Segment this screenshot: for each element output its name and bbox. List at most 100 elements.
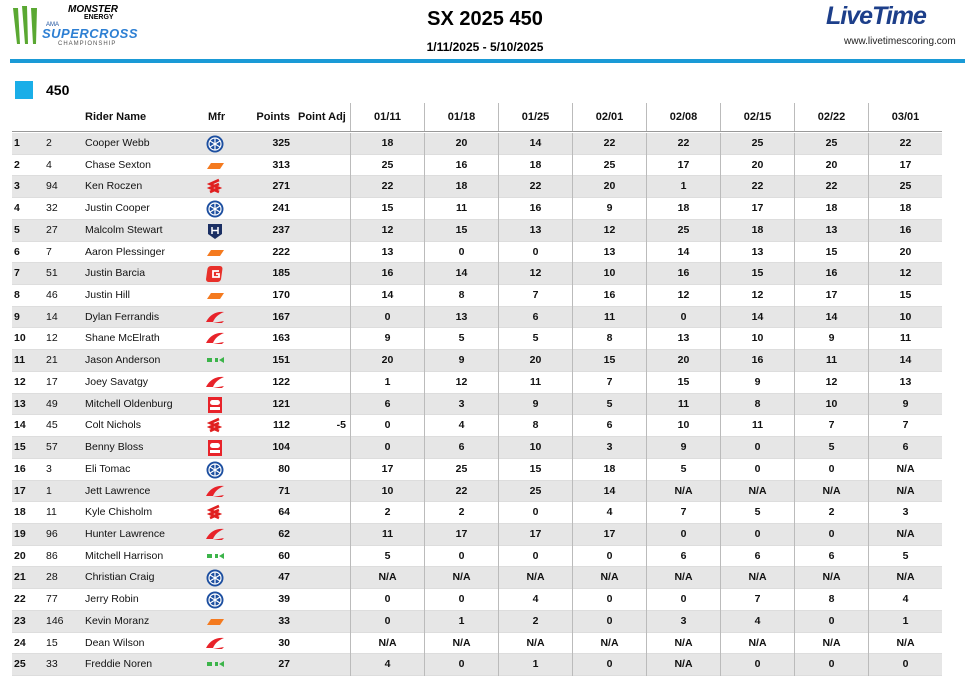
- round-result: 7: [868, 415, 942, 438]
- rider-number: 3: [46, 462, 52, 475]
- round-result: N/A: [498, 567, 572, 590]
- mfr-logo: [206, 135, 224, 153]
- position: 13: [14, 397, 26, 410]
- round-result: 5: [498, 328, 572, 351]
- rider-name: Kevin Moranz: [85, 614, 150, 627]
- round-result: 9: [646, 437, 720, 459]
- round-result: 20: [424, 133, 498, 155]
- rider-name: Aaron Plessinger: [85, 245, 165, 258]
- round-result: 13: [720, 241, 794, 264]
- round-result: 22: [350, 176, 424, 199]
- row-bg: [12, 371, 942, 394]
- row-bg: [12, 654, 942, 676]
- round-result: 3: [868, 502, 942, 524]
- round-result: 17: [794, 285, 868, 307]
- round-result: 11: [572, 306, 646, 329]
- position: 11: [14, 354, 26, 367]
- monster-claw: [13, 6, 37, 44]
- round-result: N/A: [646, 654, 720, 676]
- mfr-logo: [206, 179, 223, 194]
- round-result: 6: [350, 393, 424, 416]
- rider-number: 51: [46, 267, 58, 280]
- rider-name: Christian Craig: [85, 571, 155, 584]
- round-result: 15: [350, 198, 424, 220]
- round-result: 22: [572, 133, 646, 155]
- round-result: 13: [868, 371, 942, 394]
- header-name: Rider Name: [85, 111, 147, 123]
- round-header: 01/18: [424, 103, 498, 131]
- mfr-logo: [206, 418, 223, 433]
- round-result: 11: [794, 350, 868, 372]
- rider-number: 1: [46, 484, 52, 497]
- round-result: 4: [424, 415, 498, 438]
- round-result: 20: [720, 154, 794, 177]
- round-result: N/A: [424, 632, 498, 655]
- round-result: 11: [868, 328, 942, 351]
- mfr-logo: [207, 552, 224, 559]
- points: 151: [272, 354, 290, 367]
- round-header: 02/22: [794, 103, 868, 131]
- round-result: 18: [646, 198, 720, 220]
- rider-number: 28: [46, 571, 58, 584]
- position: 3: [14, 180, 20, 193]
- point-adj: -5: [336, 419, 346, 432]
- points: 112: [273, 419, 290, 432]
- round-result: 1: [350, 371, 424, 394]
- rider-number: 7: [46, 245, 52, 258]
- round-result: N/A: [572, 567, 646, 590]
- row-bg: [12, 306, 942, 329]
- position: 2: [14, 158, 20, 171]
- round-result: 8: [424, 285, 498, 307]
- round-result: 5: [350, 545, 424, 568]
- round-result: 13: [646, 328, 720, 351]
- mfr-logo: [208, 396, 222, 413]
- round-header: 01/11: [350, 103, 424, 131]
- round-result: 6: [794, 545, 868, 568]
- position: 20: [14, 549, 26, 562]
- row-bg: [12, 263, 942, 286]
- round-result: 12: [868, 263, 942, 286]
- round-result: 0: [868, 654, 942, 676]
- round-result: N/A: [720, 567, 794, 590]
- header-points: Points: [256, 111, 290, 123]
- header-adj: Point Adj: [298, 111, 346, 123]
- round-result: 18: [868, 198, 942, 220]
- round-result: 22: [498, 176, 572, 199]
- round-result: N/A: [794, 632, 868, 655]
- round-result: 1: [868, 610, 942, 633]
- points: 241: [272, 202, 290, 215]
- round-result: 2: [424, 502, 498, 524]
- round-result: 13: [498, 219, 572, 242]
- points: 122: [272, 375, 290, 388]
- round-result: 20: [498, 350, 572, 372]
- rider-name: Benny Bloss: [85, 441, 144, 454]
- position: 21: [14, 571, 26, 584]
- row-bg: [12, 154, 942, 177]
- mfr-logo: [208, 440, 222, 457]
- round-result: 5: [646, 458, 720, 481]
- mfr-logo: [207, 357, 224, 364]
- round-result: 0: [424, 241, 498, 264]
- round-result: 15: [424, 219, 498, 242]
- round-result: 25: [498, 480, 572, 503]
- row-bg: [12, 219, 942, 242]
- rider-name: Justin Cooper: [85, 202, 150, 215]
- round-header: 03/01: [868, 103, 942, 131]
- round-result: 10: [572, 263, 646, 286]
- round-result: 2: [498, 610, 572, 633]
- rider-name: Jerry Robin: [85, 593, 139, 606]
- section-swatch: [15, 81, 33, 99]
- mfr-logo: [207, 293, 224, 300]
- round-result: 22: [794, 176, 868, 199]
- round-result: N/A: [868, 567, 942, 590]
- mfr-logo: [206, 200, 224, 218]
- header-mfr: Mfr: [208, 111, 226, 123]
- points: 80: [278, 462, 290, 475]
- round-result: 25: [794, 133, 868, 155]
- round-result: 17: [350, 458, 424, 481]
- round-result: 0: [424, 589, 498, 611]
- round-result: 0: [424, 654, 498, 676]
- round-result: 12: [646, 285, 720, 307]
- mfr-logo: [207, 249, 224, 256]
